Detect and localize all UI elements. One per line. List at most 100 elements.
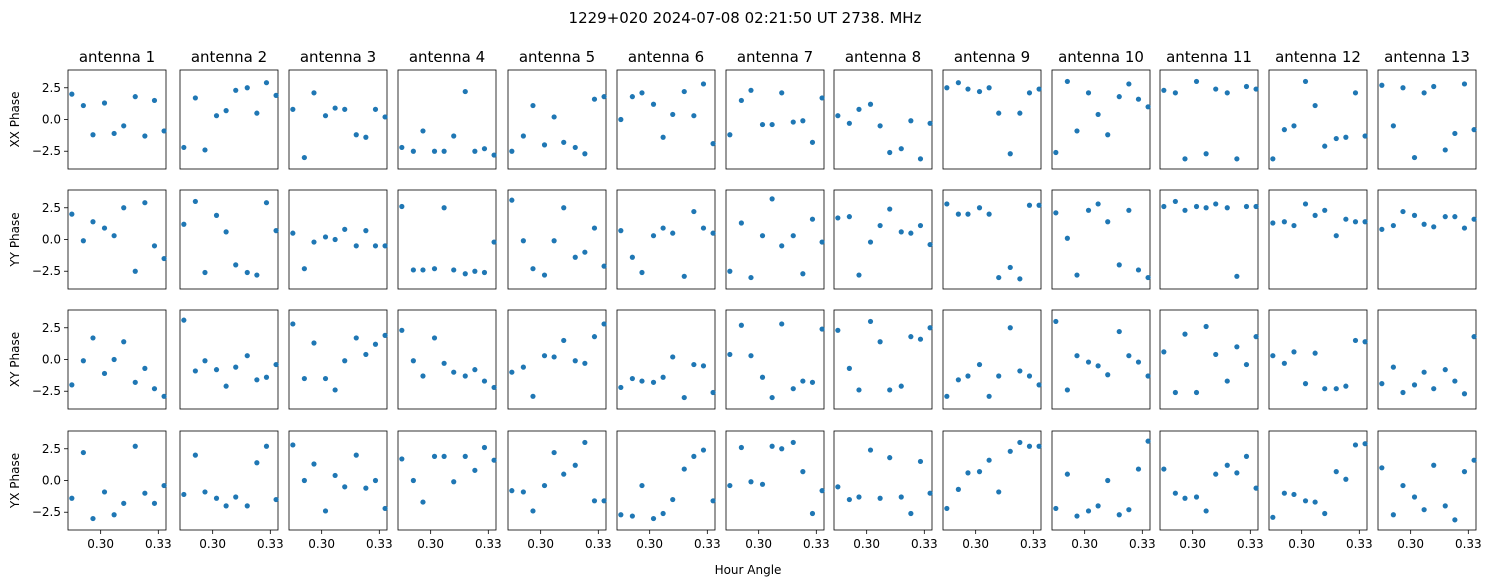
x-tick-label: 0.33 [145, 537, 172, 551]
phase-point [311, 461, 317, 467]
phase-point [809, 379, 816, 385]
antenna-title: antenna 7 [737, 48, 813, 66]
subplot-panel: 0.30 0.33 [1268, 430, 1373, 551]
phase-point [1333, 233, 1339, 239]
phase-point [800, 271, 806, 277]
phase-point [382, 332, 388, 338]
phase-point [244, 503, 250, 509]
phase-point [1135, 96, 1142, 102]
phase-point [846, 365, 852, 371]
subplot-panel [507, 69, 607, 170]
subplot-frame [1159, 189, 1259, 290]
phase-point [472, 467, 478, 473]
phase-point [1074, 513, 1080, 519]
subplot-frame [833, 430, 933, 531]
subplot-panel [616, 189, 716, 290]
subplot-frame [616, 309, 716, 410]
phase-point [111, 130, 117, 137]
phase-point [748, 274, 754, 281]
antenna-title: antenna 6 [628, 48, 704, 66]
phase-point [151, 243, 158, 249]
phase-point [1224, 205, 1230, 211]
phase-point [1193, 389, 1200, 396]
phase-point [1442, 214, 1448, 220]
phase-point [1291, 349, 1297, 355]
phase-point [1322, 207, 1328, 213]
phase-point [700, 447, 707, 453]
phase-point [572, 462, 578, 468]
subplot-frame [942, 309, 1042, 410]
y-tick-label: −2.5 [32, 384, 61, 398]
subplot-frame [1377, 309, 1477, 410]
phase-point [670, 230, 676, 236]
subplot-panel [833, 309, 933, 410]
phase-point [301, 477, 307, 484]
subplot-grid: antenna 1 antenna 2 antenna 3 antenna 4 ante… [8, 48, 1482, 551]
phase-point [748, 353, 754, 359]
phase-point [1400, 482, 1406, 489]
phase-point [431, 148, 438, 154]
phase-point [591, 334, 598, 340]
phase-point [372, 477, 379, 484]
phase-point [151, 386, 158, 392]
x-tick-label: 0.30 [962, 537, 989, 551]
phase-point [420, 128, 426, 134]
phase-point [1007, 151, 1013, 157]
phase-point [681, 394, 687, 401]
phase-point [1281, 127, 1287, 133]
phase-point [800, 469, 806, 475]
phase-point [887, 206, 893, 212]
phase-point [181, 491, 187, 498]
subplot-panel [616, 69, 716, 170]
phase-point [372, 106, 379, 112]
phase-point [410, 477, 416, 484]
phase-point [1400, 208, 1406, 215]
phase-point [551, 238, 557, 244]
subplot-frame [179, 69, 279, 170]
phase-point [1431, 224, 1437, 230]
phase-point [976, 361, 983, 368]
antenna-title: antenna 9 [954, 48, 1030, 66]
phase-point [1017, 368, 1023, 374]
subplot-frame [725, 430, 825, 531]
phase-point [181, 221, 187, 227]
phase-point [1421, 90, 1427, 96]
phase-point [322, 234, 329, 240]
phase-point [582, 249, 588, 255]
phase-point [877, 495, 883, 501]
row-axis-label: YY Phase [8, 212, 22, 267]
subplot-panel: 2.5 0.0 −2.5 [32, 309, 167, 410]
phase-point [1291, 222, 1297, 229]
phase-point [601, 263, 607, 269]
phase-point [223, 229, 229, 235]
phase-point [541, 482, 548, 489]
phase-point [965, 470, 971, 476]
subplot-panel: 0.30 0.33 [1377, 430, 1482, 551]
phase-point [1362, 133, 1368, 139]
subplot-panel: 2.5 0.0 −2.5 [32, 69, 167, 170]
subplot-panel: 0.30 0.33 [1159, 430, 1264, 551]
x-tick-label: 0.30 [87, 537, 114, 551]
phase-point [1302, 381, 1309, 387]
phase-point [944, 201, 950, 207]
phase-point [161, 255, 167, 262]
phase-point [1281, 219, 1287, 225]
phase-point [342, 484, 348, 490]
phase-point [1053, 505, 1059, 512]
phase-point [1116, 328, 1122, 335]
phase-point [1411, 382, 1418, 388]
x-tick-label: 0.30 [527, 537, 554, 551]
phase-point [509, 488, 515, 494]
phase-point [819, 95, 825, 101]
phase-point [233, 87, 239, 93]
phase-point [202, 358, 208, 364]
phase-point [1343, 383, 1349, 389]
phase-point [111, 512, 117, 518]
phase-point [1352, 219, 1359, 225]
phase-point [769, 443, 775, 449]
subplot-panel [1159, 69, 1259, 170]
phase-point [481, 444, 488, 451]
phase-point [1431, 386, 1437, 392]
phase-point [69, 495, 75, 501]
phase-point [311, 239, 317, 245]
